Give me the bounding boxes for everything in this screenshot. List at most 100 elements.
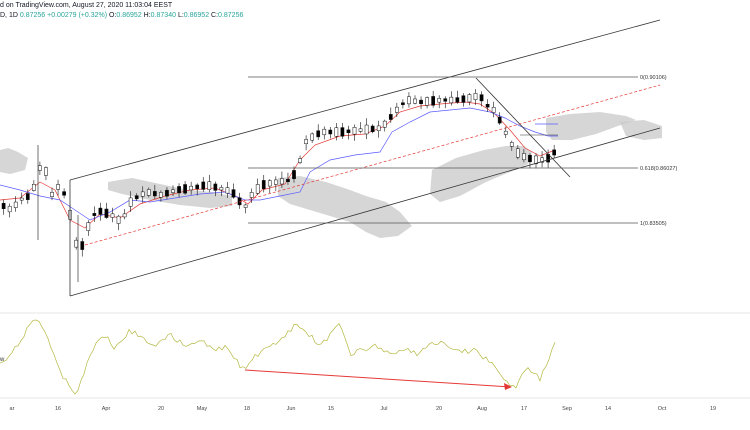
candle-body [449,96,454,104]
candle-body [370,125,375,133]
time-axis-tick: 15 [328,406,334,412]
candle-body [334,127,339,137]
candle-body [110,213,115,218]
ohlc-close: 0.87256 [218,12,244,19]
candle-body [316,130,321,138]
candle-body [261,180,266,189]
channel-lower-line [69,127,661,297]
candle-body [146,189,151,196]
candle-body [32,184,36,191]
candle-body [522,153,526,161]
ohlc-high: 0.87340 [150,12,176,19]
time-axis-tick: 20 [158,406,164,412]
time-axis-tick: Jul [380,406,387,412]
candle-body [50,192,54,197]
candle-body [292,170,296,180]
candle-body [497,116,502,124]
candle-body [219,187,224,191]
candle-body [552,149,556,156]
fib-level-label: 0(0.90106) [640,75,667,81]
candle-body [183,184,187,194]
divergence-arrow-line [244,369,511,388]
cloud-region [278,176,412,238]
candle-body [189,185,194,191]
time-axis-tick: 16 [55,406,61,412]
candle-body [437,98,442,103]
candle-body [516,148,520,158]
candle-body [122,213,127,218]
cloud-region [546,112,636,140]
time-axis-tick: Sep [562,406,572,412]
ohlc-open: 0.86952 [116,12,142,19]
candle-body [461,95,466,103]
time-axis-tick: 17 [521,406,527,412]
candle-body [255,184,260,194]
time-axis-tick: ar [10,406,15,412]
time-axis-tick: Jun [287,406,296,412]
channel-upper-line [69,19,661,181]
candle-body [413,98,417,104]
candle-body [201,181,206,190]
candle-body [352,127,357,135]
candle-body [455,97,460,103]
tenkan-sen-line [0,101,556,229]
candle-body [1,202,6,210]
cloud-region [0,148,28,174]
candle-body [346,129,351,134]
time-axis-tick: 14 [605,406,611,412]
candle-body [44,167,48,176]
candle-body [328,129,333,135]
kijun-sen-line [0,107,558,221]
candle-body [485,103,490,108]
candle-body [249,192,254,198]
candle-body [140,191,145,197]
candle-body [92,213,97,216]
candle-body [322,128,327,136]
publish-info: d on TradingView.com, August 27, 2020 11… [0,2,173,9]
chart-header-line2: D, 1D 0.87256 +0.00279 (+0.32%) O:0.8695… [0,12,244,19]
chart-header-line1: d on TradingView.com, August 27, 2020 11… [0,2,172,9]
candle-body [467,94,472,103]
candle-body [310,133,314,141]
candle-body [425,97,429,106]
candle-body [38,165,42,171]
candle-body [104,208,109,218]
candle-body [171,189,175,193]
oscillator-line [0,319,556,395]
candle-body [267,180,272,187]
candle-body [116,215,121,224]
time-axis-tick: Apr [102,406,111,412]
time-axis-tick: Oct [658,406,667,412]
candle-body [98,207,103,215]
candle-body [443,98,448,102]
symbol-timeframe: D, 1D [0,12,18,19]
candle-body [62,191,66,196]
candle-body [491,107,496,113]
fib-levels: 0(0.90106) 0.618(0.86027) 1(0.83505) [248,75,677,227]
candle-body [128,197,133,207]
divergence-arrowhead [504,383,512,390]
last-price: 0.87256 [19,12,46,19]
candle-body [159,192,163,198]
cloud-region [108,178,232,208]
channel-midline [84,84,661,246]
candles [1,89,556,282]
candle-body [407,96,411,105]
drawings [69,19,661,297]
time-axis-tick: 18 [244,406,250,412]
ichimoku-cloud [0,112,662,238]
candle-body [274,179,278,185]
candle-body [134,195,139,200]
candle-body [304,139,308,145]
candle-body [509,142,514,147]
candle-body [231,189,236,198]
candle-body [86,222,91,231]
candle-body [225,187,230,194]
fib-level-label: 0.618(0.86027) [640,166,677,172]
candle-body [165,189,169,197]
oscillator-pane [0,312,750,399]
candle-body [358,128,363,132]
candle-body [376,125,381,131]
candle-body [431,96,435,106]
